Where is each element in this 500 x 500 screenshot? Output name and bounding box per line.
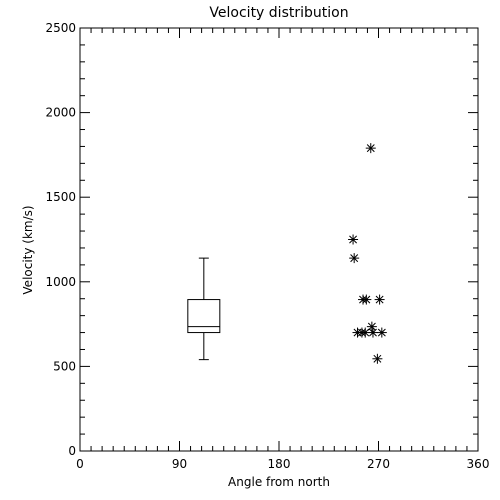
data-point [361,294,372,305]
y-tick-label: 0 [68,444,76,458]
plot-frame [79,27,479,452]
x-tick-label: 90 [172,457,187,471]
x-tick-label: 360 [467,457,490,471]
x-tick-label: 180 [268,457,291,471]
data-point [367,327,378,338]
box-iqr [187,299,221,334]
chart-title: Velocity distribution [209,5,348,21]
y-tick-label: 2000 [45,106,76,120]
data-point [365,143,376,154]
data-point [348,234,359,245]
x-tick-label: 0 [76,457,84,471]
y-axis-label: Velocity (km/s) [21,205,35,294]
data-point [349,253,360,264]
y-tick-label: 2500 [45,21,76,35]
x-axis-label: Angle from north [228,475,330,489]
data-point [374,294,385,305]
y-tick-label: 500 [53,359,76,373]
data-point [372,353,383,364]
y-tick-label: 1000 [45,275,76,289]
y-tick-label: 1500 [45,190,76,204]
data-point [376,327,387,338]
x-tick-label: 270 [367,457,390,471]
